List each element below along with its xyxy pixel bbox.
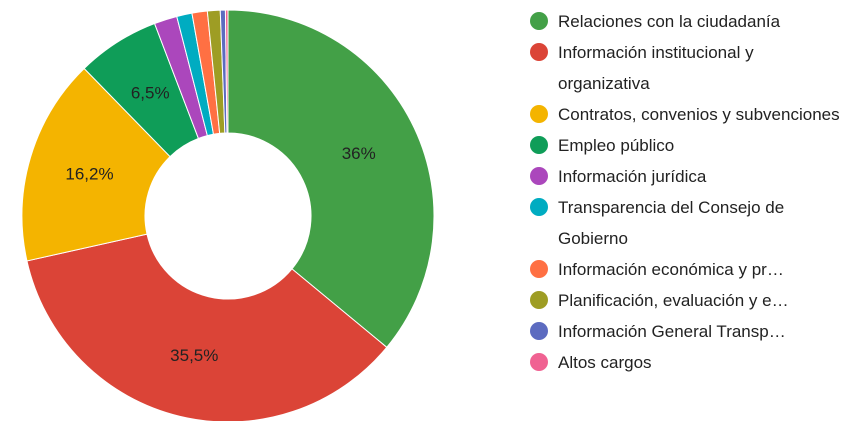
legend: Relaciones con la ciudadanía Información … (530, 6, 842, 378)
legend-marker (530, 198, 548, 216)
legend-item: Relaciones con la ciudadanía (530, 6, 842, 37)
slice (21, 67, 171, 262)
slice-label: 16,2% (65, 164, 113, 183)
legend-item: Transparencia del Consejo de Gobierno (530, 192, 842, 254)
legend-item: Empleo público (530, 130, 842, 161)
chart: 36% 35,5% 16,2% 6,5% (21, 9, 435, 421)
legend-label: Transparencia del Consejo de Gobierno (558, 198, 785, 248)
legend-item: Altos cargos (530, 347, 842, 378)
legend-item: Planificación, evaluación y e… (530, 285, 842, 316)
legend-item: Información General Transp… (530, 316, 842, 347)
legend-label: Planificación, evaluación y e… (558, 291, 789, 310)
legend-label: Contratos, convenios y subvenciones (558, 105, 840, 124)
legend-label: Altos cargos (558, 353, 652, 372)
slice-label: 36% (342, 144, 376, 163)
slice-label: 35,5% (170, 346, 218, 365)
slice (224, 9, 229, 134)
legend-item: Información institucional y organizativa (530, 37, 842, 99)
legend-marker (530, 167, 548, 185)
legend-marker (530, 260, 548, 278)
legend-label: Información económica y pr… (558, 260, 784, 279)
slice-label: 6,5% (131, 84, 170, 103)
legend-label: Relaciones con la ciudadanía (558, 12, 781, 31)
legend-label: Información General Transp… (558, 322, 786, 341)
legend-item: Contratos, convenios y subvenciones (530, 99, 842, 130)
legend-marker (530, 322, 548, 340)
legend-marker (530, 12, 548, 30)
legend-item: Información jurídica (530, 161, 842, 192)
legend-marker (530, 43, 548, 61)
legend-label: Empleo público (558, 136, 675, 155)
legend-marker (530, 136, 548, 154)
legend-label: Información institucional y organizativa (558, 43, 754, 93)
legend-marker (530, 353, 548, 371)
legend-marker (530, 291, 548, 309)
legend-item: Información económica y pr… (530, 254, 842, 285)
slice (26, 233, 388, 421)
legend-marker (530, 105, 548, 123)
slice (227, 9, 435, 349)
legend-label: Información jurídica (558, 167, 707, 186)
